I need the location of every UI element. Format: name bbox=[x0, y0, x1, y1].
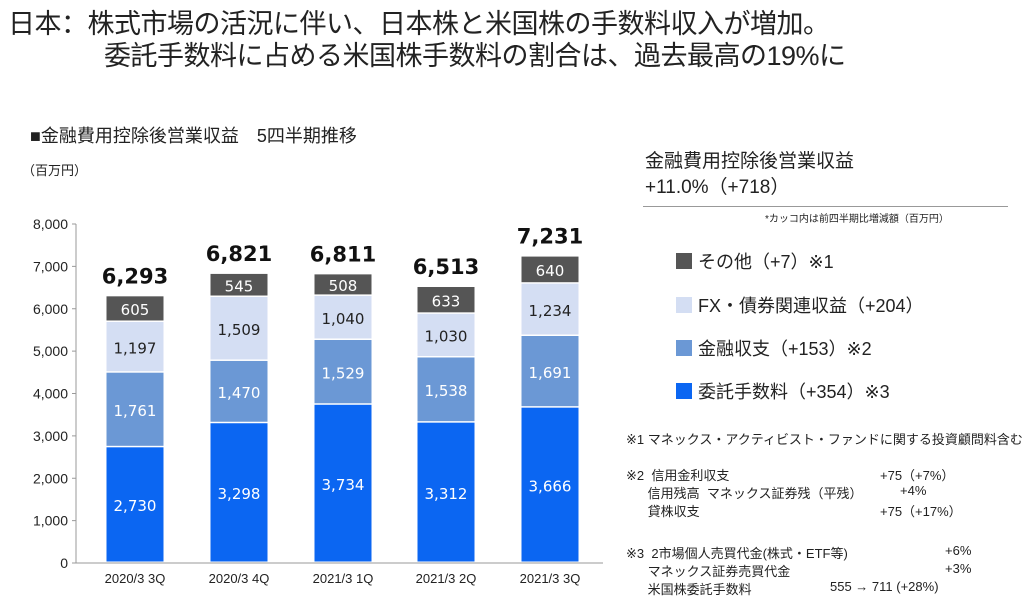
bar-segment bbox=[417, 422, 475, 562]
legend-swatch bbox=[676, 297, 692, 313]
legend-item-other: その他（+7）※1 bbox=[676, 248, 834, 274]
y-tick-label: 1,000 bbox=[33, 513, 68, 529]
bar-segment bbox=[314, 274, 372, 295]
bar-segment bbox=[314, 339, 372, 404]
data-label: 640 bbox=[536, 262, 565, 280]
data-label: 1,040 bbox=[322, 310, 365, 328]
bar-segment bbox=[521, 335, 579, 407]
data-label: 1,761 bbox=[114, 402, 157, 420]
bar-segment bbox=[106, 372, 164, 446]
data-label: 1,509 bbox=[218, 321, 261, 339]
bar-segment bbox=[106, 296, 164, 321]
legend-item-fx: FX・債券関連収益（+204） bbox=[676, 292, 924, 318]
data-label: 3,298 bbox=[218, 485, 261, 503]
note-row-value: +3% bbox=[945, 561, 972, 576]
bar-segment bbox=[210, 297, 268, 360]
legend-label: FX・債券関連収益（+204） bbox=[698, 296, 924, 316]
total-label: 7,231 bbox=[517, 225, 583, 249]
chart-title: ■金融費用控除後営業収益 5四半期推移 bbox=[30, 126, 357, 146]
data-label: 2,730 bbox=[114, 497, 157, 515]
page-title-line2: 委託手数料に占める米国株手数料の割合は、過去最高の19%に bbox=[104, 41, 846, 71]
note-row-label: 貸株収支 bbox=[626, 504, 700, 519]
note-row-value: +6% bbox=[945, 543, 972, 558]
y-tick-label: 8,000 bbox=[33, 216, 68, 232]
x-tick-label: 2020/3 4Q bbox=[209, 571, 270, 586]
legend-swatch bbox=[676, 340, 692, 356]
summary-note: *カッコ内は前四半期比増減額（百万円） bbox=[765, 214, 949, 225]
data-label: 3,312 bbox=[425, 485, 468, 503]
total-label: 6,811 bbox=[310, 242, 376, 266]
data-label: 605 bbox=[121, 301, 150, 319]
note-row-value: +4% bbox=[900, 483, 927, 498]
x-tick-label: 2021/3 2Q bbox=[416, 571, 477, 586]
y-tick-label: 4,000 bbox=[33, 386, 68, 402]
total-label: 6,293 bbox=[102, 264, 168, 288]
total-label: 6,821 bbox=[206, 242, 272, 266]
data-label: 545 bbox=[225, 277, 254, 295]
bar-segment bbox=[210, 273, 268, 296]
legend-swatch bbox=[676, 383, 692, 399]
y-tick-label: 5,000 bbox=[33, 343, 68, 359]
note-1: ※1 マネックス・アクティビスト・ファンドに関する投資顧問料含む bbox=[626, 432, 1023, 447]
bar-segment bbox=[106, 321, 164, 372]
note-row-value: 555 → 711 (+28%) bbox=[830, 579, 939, 594]
y-tick-label: 7,000 bbox=[33, 258, 68, 274]
bar-segment bbox=[417, 287, 475, 313]
legend-label: その他（+7）※1 bbox=[698, 252, 834, 272]
data-label: 508 bbox=[329, 277, 358, 295]
data-label: 1,538 bbox=[425, 382, 468, 400]
note-row-label: 信用残高 マネックス証券残（平残） bbox=[626, 486, 863, 501]
y-axis-unit: （百万円） bbox=[22, 163, 88, 178]
bar-segment bbox=[417, 313, 475, 356]
bar-segment bbox=[521, 256, 579, 283]
data-label: 1,470 bbox=[218, 384, 261, 402]
data-label: 1,691 bbox=[529, 364, 572, 382]
bar-segment bbox=[521, 283, 579, 335]
note-row-value: +75（+17%） bbox=[880, 504, 962, 519]
y-tick-label: 3,000 bbox=[33, 428, 68, 444]
data-label: 3,666 bbox=[529, 477, 572, 495]
data-label: 1,529 bbox=[322, 364, 365, 382]
y-tick-label: 2,000 bbox=[33, 470, 68, 486]
y-tick-label: 6,000 bbox=[33, 301, 68, 317]
data-label: 1,234 bbox=[529, 302, 572, 320]
note-row-label: ※3 2市場個人売買代金(株式・ETF等) bbox=[626, 546, 848, 561]
legend-label: 委託手数料（+354）※3 bbox=[698, 382, 890, 402]
summary-label: 金融費用控除後営業収益 bbox=[645, 151, 855, 172]
note-row-label: ※2 信用金利収支 bbox=[626, 468, 730, 483]
page-title-line1: 日本：株式市場の活況に伴い、日本株と米国株の手数料収入が増加。 bbox=[8, 9, 830, 39]
note-row-label: 米国株委託手数料 bbox=[626, 582, 752, 597]
y-tick-label: 0 bbox=[60, 555, 68, 571]
note-row-label: マネックス証券売買代金 bbox=[626, 564, 791, 579]
stacked-bar-chart: 0 1,000 2,000 3,000 4,000 5,000 6,000 7,000 8,00… bbox=[33, 216, 603, 586]
bar-segment bbox=[521, 407, 579, 562]
bar-segment bbox=[314, 404, 372, 562]
divider bbox=[643, 206, 1008, 207]
data-label: 3,734 bbox=[322, 476, 365, 494]
legend-label: 金融収支（+153）※2 bbox=[698, 339, 872, 359]
data-label: 633 bbox=[432, 292, 461, 310]
total-label: 6,513 bbox=[413, 255, 479, 279]
note-row-value: +75（+7%） bbox=[880, 468, 955, 483]
x-tick-label: 2021/3 3Q bbox=[520, 571, 581, 586]
x-tick-label: 2020/3 3Q bbox=[105, 571, 166, 586]
x-tick-label: 2021/3 1Q bbox=[313, 571, 374, 586]
summary-value: +11.0%（+718） bbox=[645, 177, 790, 198]
bar-segment bbox=[210, 423, 268, 562]
bar-segment bbox=[314, 295, 372, 339]
data-label: 1,197 bbox=[114, 339, 157, 357]
bar-segment bbox=[106, 447, 164, 562]
bar-segment bbox=[210, 360, 268, 422]
data-label: 1,030 bbox=[425, 328, 468, 346]
legend-item-commission: 委託手数料（+354）※3 bbox=[676, 378, 890, 404]
legend-swatch bbox=[676, 253, 692, 269]
bar-segment bbox=[417, 357, 475, 422]
legend-item-financial: 金融収支（+153）※2 bbox=[676, 335, 872, 361]
